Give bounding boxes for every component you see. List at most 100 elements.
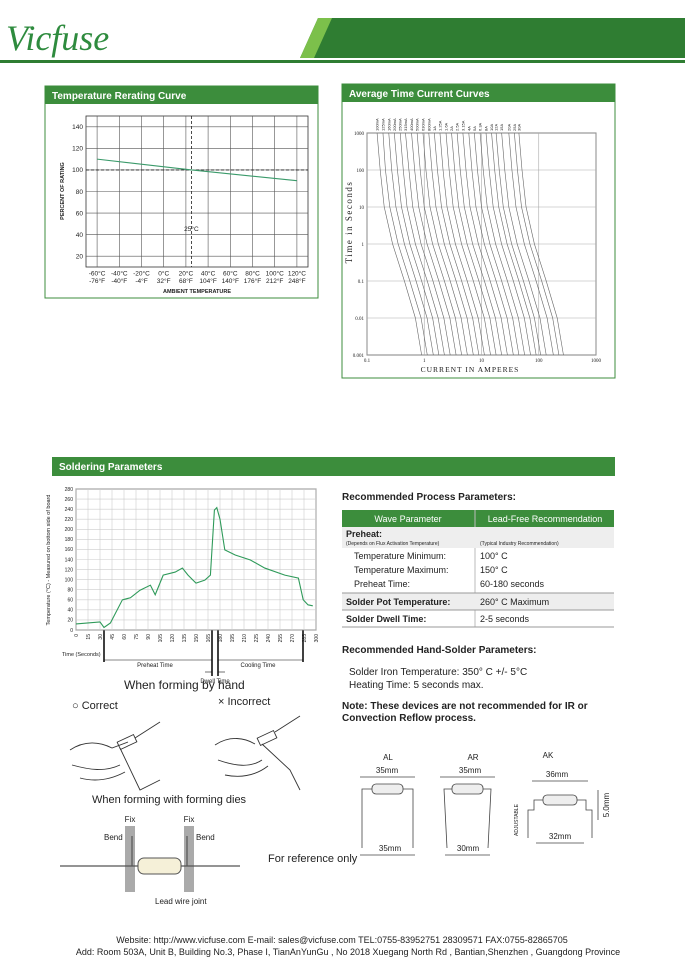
x-tick-label: 90 [146,634,152,640]
series-label: 125mA [380,118,385,131]
y-tick-label: 100 [357,169,365,174]
series-label: 100mA [375,118,380,131]
subtitle: When forming by hand [124,678,245,692]
data-line [382,132,428,356]
x-tick-label: 180 [218,634,224,643]
series-label: 200mA [392,118,397,131]
data-line [474,132,520,356]
section-header [52,457,615,476]
data-line [514,132,560,356]
footer: Add: Room 503A, Unit B, Building No.3, P… [76,947,620,957]
label: For reference only [268,853,358,865]
x-tick-label-secondary: -4°F [135,277,147,285]
section-title: Temperature Rerating Curve [52,91,187,102]
logo: Vicfuse [6,18,109,58]
x-tick-label: -60°C [89,270,106,278]
data-line [485,132,531,356]
series-label: 3.15A [460,120,465,131]
x-tick-label: 225 [254,634,260,643]
dimension: 32mm [549,832,572,841]
x-tick-label: 285 [302,634,308,643]
series-label: 20A [506,124,511,131]
x-tick-label: 0.1 [364,359,371,364]
table-cell: Solder Pot Temperature: [346,597,450,607]
series-label: 400mA [409,118,414,131]
table-title: Recommended Process Parameters: [342,492,516,503]
y-tick-label: 0 [70,628,73,634]
x-tick-label-secondary: 104°F [199,277,216,285]
series-label: 500mA [415,118,420,131]
label: Fix [125,815,136,824]
section-header [342,84,615,102]
x-tick-label: 60°C [223,270,238,278]
table-cell: 60-180 seconds [480,579,545,589]
series-label: 30A [516,124,521,131]
y-tick-label: 1000 [354,132,365,137]
data-line [451,132,497,356]
x-axis-title: CURRENT IN AMPERES [421,365,520,374]
dimension: 35mm [379,844,402,853]
y-tick-label: 0.01 [355,317,364,322]
dimension: 30mm [457,844,480,853]
data-line [399,132,445,356]
series-label: 250mA [398,118,403,131]
note: Convection Reflow process. [342,713,476,724]
series-label: 10A [489,124,494,131]
series-label: 25A [512,124,517,131]
data-line [394,132,440,356]
table-header-cell: Lead-Free Recommendation [488,514,603,524]
y-axis-title: PERCENT OF RATING [60,162,66,220]
section-title: Soldering Parameters [59,462,163,473]
x-tick-label: 240 [266,634,272,643]
x-tick-label: 45 [110,634,116,640]
x-tick-label: 100 [535,359,543,364]
header-rule [0,60,685,63]
data-line [468,132,514,356]
table-cell: 260° C Maximum [480,597,549,607]
subtitle: When forming with forming dies [92,794,247,806]
section-header [45,86,318,104]
y-tick-label: 1 [362,243,365,248]
series-label: 4A [466,126,471,131]
series-label: 12A [494,124,499,131]
reference-label: 25°C [184,225,199,233]
row-bg [342,527,614,548]
x-tick-label: 105 [158,634,164,643]
x-tick-label: 0 [74,634,80,637]
y-tick-label: 60 [76,210,84,217]
table-cell: Preheat Time: [354,579,410,589]
y-tick-label: 140 [72,124,83,131]
series-label: 630mA [420,118,425,131]
data-line [491,132,537,356]
x-tick-label: 120 [170,634,176,643]
y-tick-label: 60 [67,598,73,604]
x-tick-label: -20°C [133,270,150,278]
dimension: 35mm [376,766,399,775]
x-tick-label-secondary: 140°F [222,277,239,285]
x-tick-label: 20°C [179,270,194,278]
subtitle: Recommended Hand-Solder Parameters: [342,645,537,656]
x-tick-label: 300 [314,634,320,643]
data-line [388,132,434,356]
y-tick-label: 100 [65,577,74,583]
x-tick-label-secondary: 212°F [266,277,283,285]
y-tick-label: 180 [65,537,74,543]
table-cell: 100° C [480,551,508,561]
text-line: Solder Iron Temperature: 350° C +/- 5°C [349,667,527,678]
data-line [411,132,457,356]
table-cell: 2-5 seconds [480,614,530,624]
row-bg [342,593,614,610]
data-line [422,132,468,356]
y-tick-label: 10 [359,206,365,211]
y-tick-label: 220 [65,517,74,523]
x-tick-label: 120°C [288,270,306,278]
table-cell: Temperature Minimum: [354,551,446,561]
data-line [439,132,485,356]
x-tick-label: 60 [122,634,128,640]
x-tick-label-secondary: -40°F [111,277,127,285]
y-tick-label: 40 [67,608,73,614]
dimension: 35mm [459,766,482,775]
series-label: 6.3A [478,122,483,131]
x-tick-label-secondary: -76°F [89,277,105,285]
